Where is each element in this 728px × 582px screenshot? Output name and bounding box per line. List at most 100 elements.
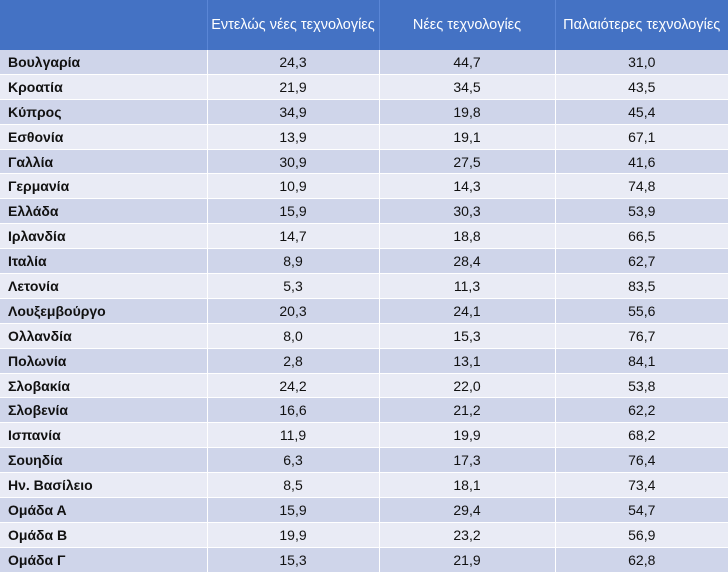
- cell-older-tech: 76,4: [555, 447, 728, 474]
- table-row: Βουλγαρία 24,3 44,7 31,0: [0, 50, 728, 75]
- row-country-name: Σλοβενία: [0, 397, 208, 424]
- cell-older-tech: 62,7: [555, 248, 728, 275]
- table-header: Εντελώς νέες τεχνολογίες Νέες τεχνολογίε…: [0, 0, 728, 50]
- table-row: Ομάδα Β 19,9 23,2 56,9: [0, 522, 728, 548]
- table-row: Σλοβακία 24,2 22,0 53,8: [0, 373, 728, 399]
- table-row: Ελλάδα 15,9 30,3 53,9: [0, 198, 728, 225]
- cell-entirely-new-tech: 14,7: [207, 223, 380, 250]
- cell-older-tech: 45,4: [555, 99, 728, 125]
- cell-entirely-new-tech: 20,3: [207, 298, 380, 324]
- cell-older-tech: 41,6: [555, 149, 728, 175]
- header-country: [0, 0, 208, 50]
- cell-older-tech: 43,5: [555, 74, 728, 100]
- table-row: Ιρλανδία 14,7 18,8 66,5: [0, 223, 728, 250]
- header-row: Εντελώς νέες τεχνολογίες Νέες τεχνολογίε…: [0, 0, 728, 50]
- cell-older-tech: 56,9: [555, 522, 728, 548]
- cell-entirely-new-tech: 13,9: [207, 124, 380, 150]
- cell-new-tech: 11,3: [379, 273, 556, 299]
- row-country-name: Ιρλανδία: [0, 223, 208, 250]
- row-country-name: Ισπανία: [0, 422, 208, 449]
- cell-entirely-new-tech: 5,3: [207, 273, 380, 299]
- table-body: Βουλγαρία 24,3 44,7 31,0 Κροατία 21,9 34,5 43,5…: [0, 50, 728, 573]
- table-row: Λουξεμβούργο 20,3 24,1 55,6: [0, 298, 728, 324]
- table-row: Εσθονία 13,9 19,1 67,1: [0, 124, 728, 150]
- row-country-name: Ομάδα Α: [0, 497, 208, 523]
- cell-entirely-new-tech: 34,9: [207, 99, 380, 125]
- cell-new-tech: 17,3: [379, 447, 556, 474]
- cell-new-tech: 18,8: [379, 223, 556, 250]
- cell-new-tech: 19,1: [379, 124, 556, 150]
- cell-entirely-new-tech: 8,9: [207, 248, 380, 275]
- cell-entirely-new-tech: 6,3: [207, 447, 380, 474]
- cell-new-tech: 18,1: [379, 472, 556, 499]
- cell-older-tech: 83,5: [555, 273, 728, 299]
- cell-older-tech: 66,5: [555, 223, 728, 250]
- cell-new-tech: 21,2: [379, 397, 556, 424]
- cell-new-tech: 19,9: [379, 422, 556, 449]
- cell-older-tech: 74,8: [555, 173, 728, 200]
- table-row: Πολωνία 2,8 13,1 84,1: [0, 348, 728, 374]
- cell-entirely-new-tech: 8,0: [207, 323, 380, 349]
- table-row: Σλοβενία 16,6 21,2 62,2: [0, 397, 728, 424]
- cell-new-tech: 34,5: [379, 74, 556, 100]
- row-country-name: Ομάδα Β: [0, 522, 208, 548]
- cell-new-tech: 19,8: [379, 99, 556, 125]
- table-row: Γαλλία 30,9 27,5 41,6: [0, 149, 728, 175]
- cell-older-tech: 67,1: [555, 124, 728, 150]
- cell-entirely-new-tech: 8,5: [207, 472, 380, 499]
- cell-new-tech: 14,3: [379, 173, 556, 200]
- cell-entirely-new-tech: 16,6: [207, 397, 380, 424]
- cell-new-tech: 27,5: [379, 149, 556, 175]
- cell-entirely-new-tech: 15,9: [207, 497, 380, 523]
- row-country-name: Γαλλία: [0, 149, 208, 175]
- row-country-name: Ομάδα Γ: [0, 547, 208, 573]
- cell-new-tech: 15,3: [379, 323, 556, 349]
- cell-entirely-new-tech: 10,9: [207, 173, 380, 200]
- table-row: Ιταλία 8,9 28,4 62,7: [0, 248, 728, 275]
- row-country-name: Σλοβακία: [0, 373, 208, 399]
- cell-new-tech: 22,0: [379, 373, 556, 399]
- row-country-name: Βουλγαρία: [0, 50, 208, 75]
- cell-entirely-new-tech: 24,3: [207, 50, 380, 75]
- cell-new-tech: 21,9: [379, 547, 556, 573]
- row-country-name: Κροατία: [0, 74, 208, 100]
- cell-older-tech: 62,8: [555, 547, 728, 573]
- table-row: Κροατία 21,9 34,5 43,5: [0, 74, 728, 100]
- cell-older-tech: 73,4: [555, 472, 728, 499]
- cell-new-tech: 44,7: [379, 50, 556, 75]
- cell-entirely-new-tech: 15,9: [207, 198, 380, 225]
- table-row: Κύπρος 34,9 19,8 45,4: [0, 99, 728, 125]
- cell-new-tech: 29,4: [379, 497, 556, 523]
- cell-new-tech: 23,2: [379, 522, 556, 548]
- row-country-name: Ην. Βασίλειο: [0, 472, 208, 499]
- table-row: Σουηδία 6,3 17,3 76,4: [0, 447, 728, 474]
- header-new-tech: Νέες τεχνολογίες: [379, 0, 556, 50]
- table-row: Ην. Βασίλειο 8,5 18,1 73,4: [0, 472, 728, 499]
- cell-new-tech: 13,1: [379, 348, 556, 374]
- cell-older-tech: 54,7: [555, 497, 728, 523]
- cell-entirely-new-tech: 11,9: [207, 422, 380, 449]
- row-country-name: Πολωνία: [0, 348, 208, 374]
- cell-entirely-new-tech: 19,9: [207, 522, 380, 548]
- cell-older-tech: 55,6: [555, 298, 728, 324]
- cell-new-tech: 28,4: [379, 248, 556, 275]
- table-row: Γερμανία 10,9 14,3 74,8: [0, 173, 728, 200]
- row-country-name: Σουηδία: [0, 447, 208, 474]
- row-country-name: Ελλάδα: [0, 198, 208, 225]
- header-older-tech: Παλαιότερες τεχνολογίες: [555, 0, 728, 50]
- cell-older-tech: 53,8: [555, 373, 728, 399]
- row-country-name: Λετονία: [0, 273, 208, 299]
- cell-entirely-new-tech: 30,9: [207, 149, 380, 175]
- cell-new-tech: 24,1: [379, 298, 556, 324]
- table-row: Ολλανδία 8,0 15,3 76,7: [0, 323, 728, 349]
- row-country-name: Εσθονία: [0, 124, 208, 150]
- row-country-name: Κύπρος: [0, 99, 208, 125]
- cell-older-tech: 31,0: [555, 50, 728, 75]
- cell-older-tech: 62,2: [555, 397, 728, 424]
- header-entirely-new-tech: Εντελώς νέες τεχνολογίες: [207, 0, 380, 50]
- table-row: Ισπανία 11,9 19,9 68,2: [0, 422, 728, 449]
- table-row: Ομάδα Α 15,9 29,4 54,7: [0, 497, 728, 523]
- cell-entirely-new-tech: 15,3: [207, 547, 380, 573]
